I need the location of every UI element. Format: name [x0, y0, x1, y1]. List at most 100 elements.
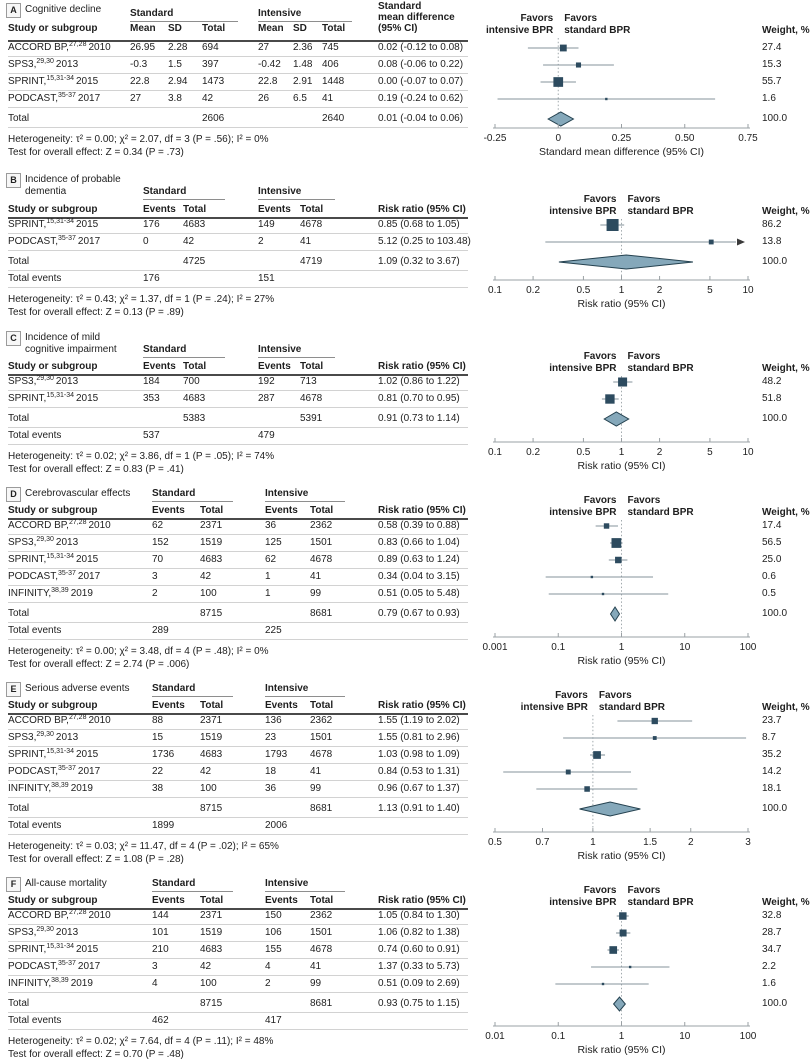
effect-square — [605, 394, 615, 404]
study-year: 2017 — [77, 236, 101, 247]
axis-tick-label: 2 — [688, 837, 694, 848]
column-header: Total — [200, 895, 224, 906]
total-events-std: 462 — [152, 1015, 169, 1026]
total-events-int: 2006 — [265, 820, 288, 831]
study-refs: 35-37 — [58, 235, 76, 242]
study-name: PODCAST, — [8, 571, 59, 582]
weight-value: 28.7 — [762, 927, 782, 938]
weight-header: Weight, % — [762, 363, 810, 374]
overall-test-text: Test for overall effect: Z = 0.70 (P = .… — [8, 1049, 184, 1060]
column-header-effect: Risk ratio (95% CI) — [378, 204, 466, 215]
study-refs: 27,28 — [68, 909, 87, 916]
header-border — [8, 713, 468, 715]
column-header-effect: Risk ratio (95% CI) — [378, 700, 466, 711]
total-diamond — [579, 801, 641, 817]
panel-title: Serious adverse events — [25, 683, 130, 694]
effect-cell: 0.19 (-0.24 to 0.62) — [378, 93, 464, 104]
favors-standard-label: Favors — [627, 885, 661, 896]
effect-cell: 0.08 (-0.06 to 0.22) — [378, 59, 464, 70]
effect-cell: 0.85 (0.68 to 1.05) — [378, 219, 460, 230]
total-effect-cell: 0.91 (0.73 to 1.14) — [378, 413, 460, 424]
panel-letter: C — [6, 331, 21, 346]
study-year: 2017 — [77, 766, 101, 777]
std-value-cell: 700 — [183, 376, 200, 387]
study-refs: 27,28 — [68, 714, 87, 721]
weight-value: 15.3 — [762, 59, 782, 70]
arrow-right-icon — [737, 238, 745, 246]
std-value-cell: 210 — [152, 944, 169, 955]
column-header-study: Study or subgroup — [8, 23, 98, 34]
effect-cell: 5.12 (0.25 to 103.48) — [378, 236, 471, 247]
effect-cell: 0.84 (0.53 to 1.31) — [378, 766, 460, 777]
weight-value: 32.8 — [762, 910, 782, 921]
header-border — [8, 40, 468, 42]
study-year: 2013 — [55, 376, 79, 387]
column-header: Total — [183, 204, 207, 215]
effect-cell: 0.83 (0.66 to 1.04) — [378, 537, 460, 548]
effect-square — [601, 592, 605, 596]
study-cell: SPRINT,15,31-34 2015 — [8, 748, 98, 761]
axis-tick-label: 0.1 — [551, 1031, 565, 1042]
axis-tick-label: 10 — [742, 285, 754, 296]
int-value-cell: 2.36 — [293, 42, 313, 53]
column-header-study: Study or subgroup — [8, 895, 98, 906]
row-divider — [8, 534, 468, 535]
study-refs: 29,30 — [36, 58, 54, 65]
effect-square — [601, 982, 605, 986]
int-value-cell: 155 — [265, 944, 282, 955]
study-cell: PODCAST,35-37 2017 — [8, 235, 101, 248]
study-year: 2010 — [88, 910, 111, 921]
study-refs: 38,39 — [51, 587, 69, 594]
favors-intensive-label: Favors — [583, 351, 617, 362]
study-name: SPS3, — [8, 376, 37, 387]
axis-tick-label: 10 — [742, 447, 754, 458]
effect-square — [565, 769, 571, 775]
study-name: ACCORD BP, — [8, 520, 69, 531]
column-header-effect: Risk ratio (95% CI) — [378, 895, 466, 906]
study-year: 2013 — [55, 537, 79, 548]
column-header: Total — [310, 505, 334, 516]
int-value-cell: 6.5 — [293, 93, 307, 104]
axis-title: Risk ratio (95% CI) — [577, 655, 665, 667]
int-value-cell: 4 — [265, 961, 271, 972]
study-refs: 15,31-34 — [46, 75, 74, 82]
study-cell: ACCORD BP,27,28 2010 — [8, 909, 111, 922]
weight-header: Weight, % — [762, 507, 810, 518]
std-value-cell: 101 — [152, 927, 169, 938]
study-refs: 35-37 — [58, 92, 76, 99]
int-value-cell: 4678 — [310, 749, 333, 760]
std-value-cell: 42 — [202, 93, 214, 104]
total-events-std: 537 — [143, 430, 160, 441]
total-events-std: 1899 — [152, 820, 175, 831]
group-header-standard: Standard — [152, 488, 196, 499]
weight-header: Weight, % — [762, 25, 810, 36]
total-effect-cell: 0.01 (-0.04 to 0.06) — [378, 113, 464, 124]
column-header: Events — [265, 505, 298, 516]
total-diamond — [609, 606, 621, 622]
std-value-cell: 1519 — [200, 537, 223, 548]
int-value-cell: 106 — [265, 927, 282, 938]
study-year: 2013 — [55, 59, 79, 70]
column-header: SD — [293, 23, 307, 34]
effect-square — [590, 575, 594, 579]
row-divider — [8, 746, 468, 747]
int-value-cell: 287 — [258, 393, 275, 404]
weight-header: Weight, % — [762, 702, 810, 713]
int-value-cell: 150 — [265, 910, 282, 921]
row-divider — [8, 233, 468, 234]
std-value-cell: 27 — [130, 93, 142, 104]
effect-cell: 0.02 (-0.12 to 0.08) — [378, 42, 464, 53]
int-value-cell: 2 — [265, 978, 271, 989]
group-underline — [152, 696, 233, 697]
favors-standard-label: standard BPR — [627, 363, 694, 374]
study-year: 2015 — [75, 76, 99, 87]
std-value-cell: 62 — [152, 520, 164, 531]
int-value-cell: 1501 — [310, 927, 333, 938]
int-value-cell: 23 — [265, 732, 277, 743]
total-label: Total — [8, 803, 30, 814]
total-std-n: 5383 — [183, 413, 206, 424]
effect-cell: 1.03 (0.98 to 1.09) — [378, 749, 460, 760]
panel-letter: B — [6, 173, 21, 188]
study-year: 2010 — [88, 520, 111, 531]
